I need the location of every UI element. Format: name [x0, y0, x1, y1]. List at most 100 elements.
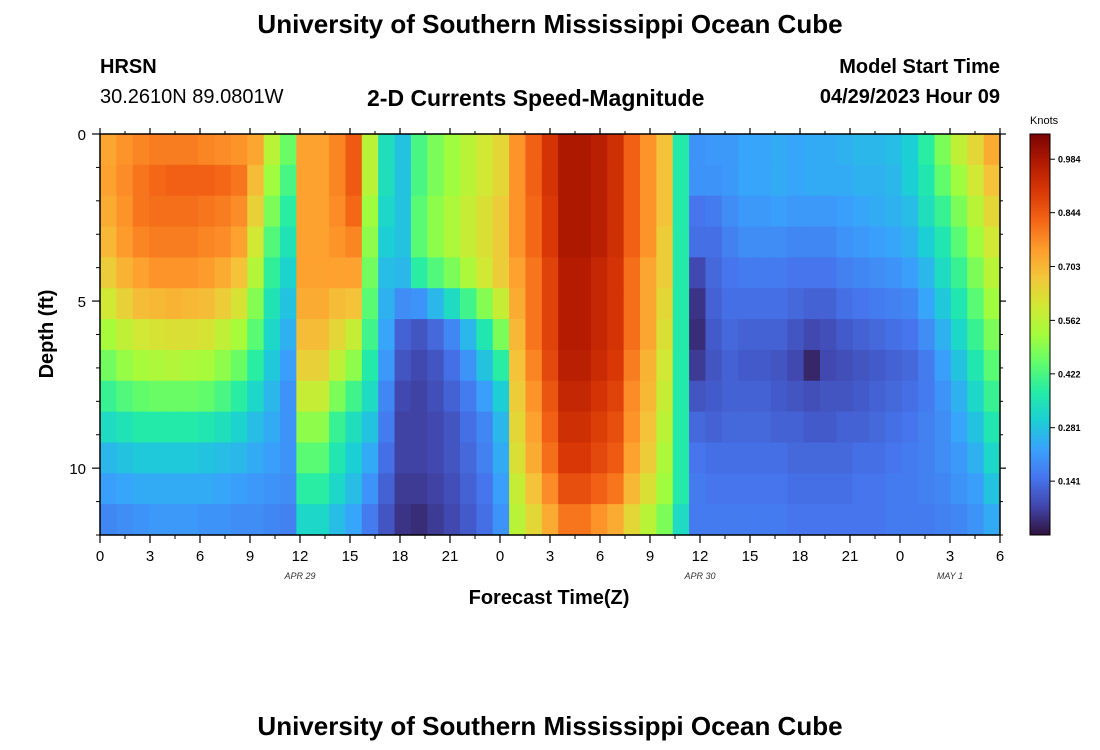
y-tick-label: 5	[78, 294, 86, 311]
heatmap-cell	[705, 226, 723, 258]
heatmap-cell	[852, 226, 870, 258]
heatmap-cell	[901, 226, 919, 258]
heatmap-cell	[509, 442, 527, 474]
heatmap-cell	[394, 504, 412, 535]
heatmap-cell	[345, 504, 363, 535]
heatmap-cell	[361, 134, 379, 166]
heatmap-cell	[558, 411, 576, 444]
heatmap-cell	[738, 442, 756, 474]
heatmap-cell	[280, 134, 297, 166]
y-tick-label: 10	[69, 461, 86, 478]
heatmap-cell	[492, 195, 510, 228]
heatmap-cell	[329, 380, 347, 413]
heatmap-cell	[558, 319, 576, 351]
colorbar-gradient	[1029, 133, 1051, 536]
heatmap-cell	[705, 442, 723, 474]
x-tick-label: 9	[246, 548, 254, 565]
heatmap-cell	[476, 226, 494, 258]
heatmap-cell	[983, 349, 1000, 382]
heatmap-cell	[852, 349, 870, 382]
heatmap-cell	[967, 226, 985, 258]
heatmap-cell	[787, 164, 805, 197]
heatmap-cell	[345, 349, 363, 382]
heatmap-cell	[754, 349, 772, 382]
heatmap-cell	[672, 134, 690, 166]
heatmap-cell	[165, 134, 183, 166]
heatmap-cell	[329, 134, 347, 166]
heatmap-cell	[116, 226, 134, 258]
heatmap-cell	[869, 411, 887, 444]
heatmap-cell	[116, 195, 134, 228]
heatmap-cell	[803, 319, 821, 351]
heatmap-cell	[656, 134, 674, 166]
heatmap-cell	[116, 349, 134, 382]
heatmap-cell	[263, 504, 281, 535]
heatmap-cell	[329, 504, 347, 535]
heatmap-cell	[312, 134, 330, 166]
heatmap-cell	[967, 195, 985, 228]
heatmap-cell	[312, 226, 330, 258]
heatmap-cell	[754, 134, 772, 166]
heatmap-cell	[590, 195, 608, 228]
heatmap-cell	[967, 504, 985, 535]
heatmap-cell	[378, 473, 396, 505]
heatmap-cell	[689, 411, 707, 444]
heatmap-cell	[590, 226, 608, 258]
heatmap-cell	[689, 226, 707, 258]
heatmap-cell	[869, 288, 887, 320]
heatmap-cell	[329, 473, 347, 505]
heatmap-cell	[950, 349, 968, 382]
heatmap-cell	[607, 442, 625, 474]
heatmap-cell	[836, 504, 854, 535]
heatmap-cell	[918, 349, 936, 382]
heatmap-cell	[410, 257, 428, 289]
heatmap-cell	[770, 134, 788, 166]
x-tick-label: 21	[842, 548, 859, 565]
heatmap-cell	[378, 442, 396, 474]
heatmap-cell	[754, 226, 772, 258]
heatmap-cell	[378, 288, 396, 320]
heatmap-cell	[329, 164, 347, 197]
heatmap-cell	[836, 288, 854, 320]
heatmap-cell	[100, 226, 117, 258]
heatmap-cell	[590, 164, 608, 197]
heatmap-cell	[263, 380, 281, 413]
heatmap-cell	[132, 442, 150, 474]
heatmap-cell	[149, 257, 167, 289]
heatmap-cell	[852, 319, 870, 351]
heatmap-cell	[689, 473, 707, 505]
heatmap-cell	[214, 195, 232, 228]
heatmap-cell	[689, 504, 707, 535]
heatmap-cell	[263, 226, 281, 258]
heatmap-cell	[116, 164, 134, 197]
heatmap-cell	[836, 380, 854, 413]
heatmap-cell	[280, 288, 297, 320]
heatmap-cell	[361, 195, 379, 228]
heatmap-cell	[934, 380, 952, 413]
heatmap-cell	[983, 164, 1000, 197]
heatmap-cell	[230, 164, 248, 197]
heatmap-cell	[361, 164, 379, 197]
heatmap-cell	[689, 195, 707, 228]
x-tick-label: 3	[946, 548, 954, 565]
heatmap-cell	[738, 134, 756, 166]
heatmap-cell	[852, 164, 870, 197]
heatmap-cell	[885, 195, 903, 228]
heatmap-cell	[476, 411, 494, 444]
heatmap-cell	[738, 226, 756, 258]
heatmap-cell	[836, 195, 854, 228]
heatmap-cell	[770, 411, 788, 444]
heatmap-cell	[869, 226, 887, 258]
heatmap-cell	[230, 349, 248, 382]
heatmap-cell	[492, 380, 510, 413]
heatmap-cell	[770, 164, 788, 197]
heatmap-cell	[721, 319, 739, 351]
heatmap-cell	[803, 288, 821, 320]
heatmap-cell	[820, 319, 837, 351]
heatmap-cell	[230, 411, 248, 444]
heatmap-cell	[754, 288, 772, 320]
heatmap-cell	[149, 380, 167, 413]
heatmap-cell	[820, 134, 837, 166]
heatmap-cell	[247, 164, 265, 197]
heatmap-cell	[525, 226, 543, 258]
